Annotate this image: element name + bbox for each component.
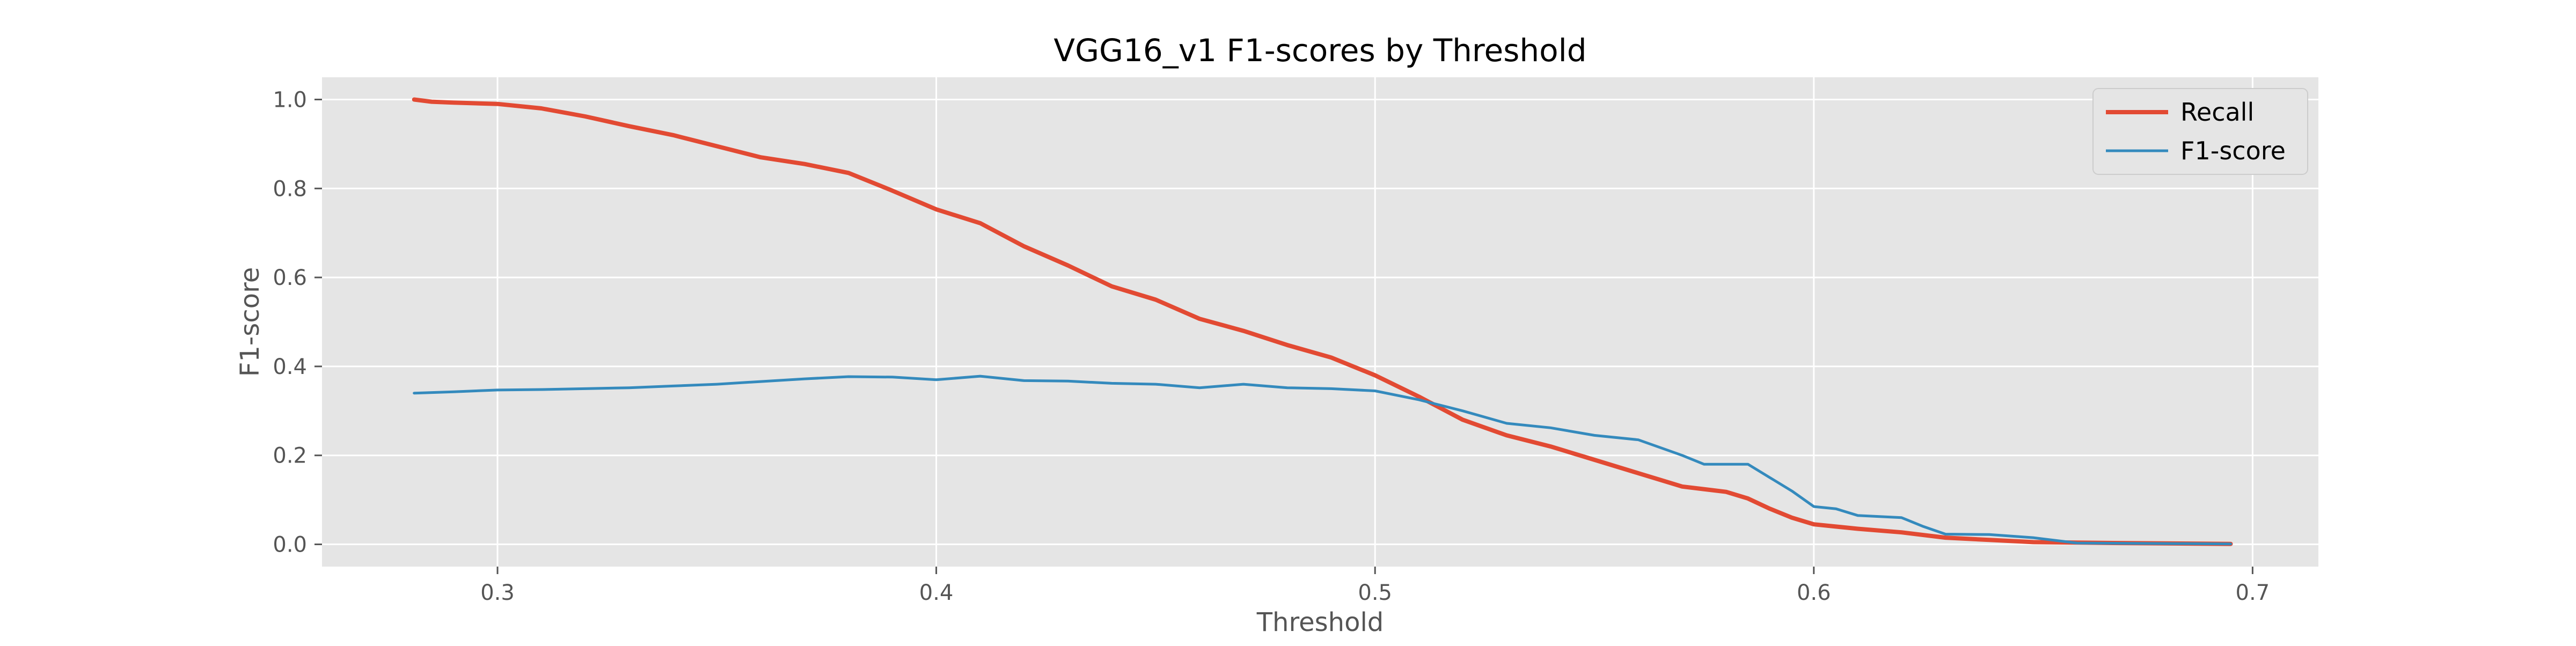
x-tick-label: 0.6 (1797, 581, 1831, 605)
y-ticks: 0.0 0.2 0.4 0.6 0.8 1.0 (273, 87, 322, 557)
y-tick-label: 0.0 (273, 533, 307, 557)
x-tick-label: 0.5 (1358, 581, 1392, 605)
y-tick-label: 0.4 (273, 355, 307, 379)
y-axis-label: F1-score (235, 267, 265, 377)
legend: Recall F1-score (2092, 88, 2308, 175)
y-tick-label: 0.8 (273, 177, 307, 201)
legend-label-f1-score: F1-score (2180, 136, 2286, 165)
series-lines (412, 97, 2233, 546)
x-ticks: 0.3 0.4 0.5 0.6 0.7 (480, 567, 2270, 605)
y-tick-label: 1.0 (273, 87, 307, 112)
x-axis-label: Threshold (1256, 607, 1384, 637)
legend-label-recall: Recall (2180, 98, 2254, 127)
y-tick-label: 0.2 (273, 444, 307, 468)
series-line-f1-score (413, 375, 2232, 546)
series-line-recall (412, 97, 2233, 546)
x-tick-label: 0.4 (919, 581, 954, 605)
grid-lines (322, 77, 2318, 567)
chart-title: VGG16_v1 F1-scores by Threshold (1053, 32, 1586, 69)
x-tick-label: 0.3 (480, 581, 515, 605)
plot-background (322, 77, 2318, 567)
y-tick-label: 0.6 (273, 266, 307, 290)
x-tick-label: 0.7 (2236, 581, 2270, 605)
